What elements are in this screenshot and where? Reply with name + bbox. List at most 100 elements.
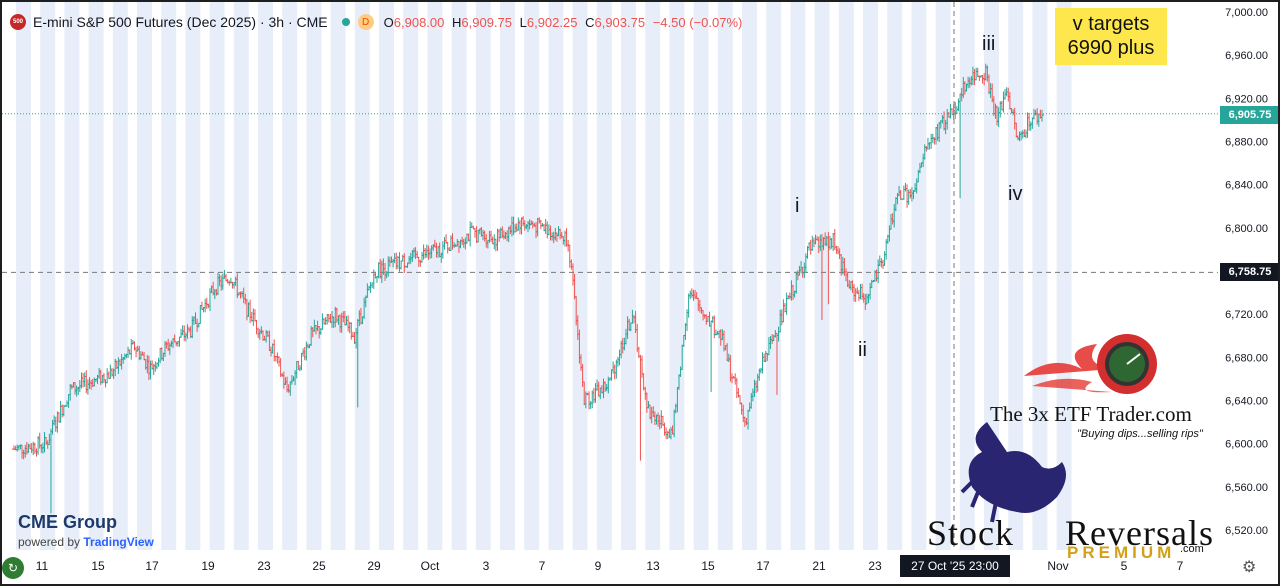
ohlc-bar <box>709 320 714 393</box>
session-band <box>233 2 249 550</box>
cme-logo[interactable]: CME Group powered by TradingView <box>18 512 154 549</box>
session-band <box>959 2 975 550</box>
session-band <box>645 2 661 550</box>
time-tick-label: 7 <box>539 559 546 573</box>
price-axis-bg <box>1218 2 1278 584</box>
bull-logo-icon <box>960 422 1066 523</box>
low-value: 6,902.25 <box>526 14 578 30</box>
session-band <box>64 2 80 550</box>
price-tick-label: 6,800.00 <box>1225 223 1268 235</box>
time-tick-label: 23 <box>868 559 882 573</box>
time-tick-label: 3 <box>483 559 490 573</box>
time-tick-label: 21 <box>812 559 826 573</box>
wave-label-iii: iii <box>982 33 996 55</box>
session-band <box>669 2 685 550</box>
price-tick-label: 6,720.00 <box>1225 309 1268 321</box>
crosshair-lines <box>2 2 1218 550</box>
session-band <box>403 2 419 550</box>
wave-label-iv: iv <box>1008 183 1023 205</box>
time-tick-label: 17 <box>756 559 770 573</box>
session-band <box>863 2 878 550</box>
dotcom-word: .com <box>1180 543 1204 555</box>
time-tick-label: 15 <box>91 559 105 573</box>
session-bands <box>16 2 1072 550</box>
time-axis: 11 15 17 19 23 25 29 Oct 3 7 9 13 15 17 21 23 Nov 5 7 <box>2 550 1278 584</box>
tradingview-icon[interactable]: ↻ <box>2 557 24 579</box>
session-band <box>766 2 782 550</box>
ohlc-values: O6,908.00 H6,909.75 L6,902.25 C6,903.75 … <box>383 14 743 30</box>
price-tick-label: 6,840.00 <box>1225 180 1268 192</box>
targets-note: v targets 6990 plus <box>1055 8 1167 65</box>
delayed-badge[interactable]: D <box>357 14 374 30</box>
session-band <box>185 2 201 550</box>
speedometer-logo-icon <box>1024 334 1157 394</box>
time-tick-label: Oct <box>421 559 440 573</box>
session-band <box>717 2 733 550</box>
settings-gear-icon[interactable]: ⚙ <box>1242 559 1257 576</box>
wave-label-i: i <box>795 195 800 217</box>
symbol-title[interactable]: E-mini S&P 500 Futures (Dec 2025) · 3h ·… <box>33 14 328 30</box>
change-value: −4.50 (−0.07%) <box>652 14 743 30</box>
last-price-tag: 6,905.75 <box>1220 106 1278 124</box>
session-band <box>330 2 346 550</box>
session-band <box>500 2 515 550</box>
premium-word: PREMIUM <box>1067 543 1176 562</box>
session-band <box>258 2 273 550</box>
price-tick-label: 6,680.00 <box>1225 352 1268 364</box>
market-status-dot <box>341 18 350 26</box>
close-value: 6,903.75 <box>594 14 646 30</box>
session-band <box>548 2 564 550</box>
open-value: 6,908.00 <box>393 14 445 30</box>
session-band <box>40 2 56 550</box>
session-band <box>524 2 540 550</box>
session-band <box>306 2 322 550</box>
ohlc-bars <box>12 63 1044 514</box>
session-band <box>596 2 612 550</box>
session-band <box>572 2 588 550</box>
time-tick-label: Nov <box>1047 559 1068 573</box>
time-tick-label: 29 <box>367 559 381 573</box>
price-tick-label: 6,560.00 <box>1225 482 1268 494</box>
session-band <box>1032 2 1048 550</box>
price-tick-label: 6,520.00 <box>1225 525 1268 537</box>
session-band <box>911 2 927 550</box>
time-axis-bg <box>2 550 1278 584</box>
crosshair-time-tag: 27 Oct '25 23:00 <box>900 555 1010 577</box>
crosshair-price-tag: 6,758.75 <box>1220 263 1278 281</box>
wave-label-ii: ii <box>858 339 867 361</box>
session-band <box>984 2 999 550</box>
time-tick-label: 7 <box>1177 559 1184 573</box>
session-band <box>475 2 491 550</box>
session-band <box>887 2 903 550</box>
session-band <box>451 2 467 550</box>
price-tick-label: 6,920.00 <box>1225 93 1268 105</box>
time-tick-label: 23 <box>257 559 271 573</box>
price-tick-label: 6,640.00 <box>1225 396 1268 408</box>
price-tick-label: 6,960.00 <box>1225 50 1268 62</box>
session-band <box>112 2 128 550</box>
etf-trader-tagline: "Buying dips...selling rips" <box>1077 428 1203 440</box>
time-tick-label: 13 <box>646 559 660 573</box>
price-axis: 6,520.00 6,560.00 6,600.00 6,640.00 6,680.00… <box>1218 2 1278 584</box>
session-band <box>354 2 370 550</box>
time-tick-label: 11 <box>36 559 49 573</box>
high-value: 6,909.75 <box>461 14 512 30</box>
session-band <box>137 2 152 550</box>
session-band <box>282 2 298 550</box>
session-band <box>693 2 709 550</box>
time-tick-label: 15 <box>701 559 715 573</box>
time-tick-label: 5 <box>1121 559 1128 573</box>
symbol-badge[interactable]: 500 <box>10 14 26 30</box>
time-tick-label: 25 <box>312 559 326 573</box>
stock-word: Stock <box>927 513 1015 553</box>
ohlc-bar <box>1040 109 1044 122</box>
session-band <box>161 2 177 550</box>
price-tick-label: 6,880.00 <box>1225 137 1268 149</box>
session-band <box>88 2 104 550</box>
session-band <box>621 2 636 550</box>
session-band <box>1056 2 1072 550</box>
etf-trader-title: The 3x ETF Trader.com <box>990 402 1192 426</box>
session-band <box>209 2 225 550</box>
